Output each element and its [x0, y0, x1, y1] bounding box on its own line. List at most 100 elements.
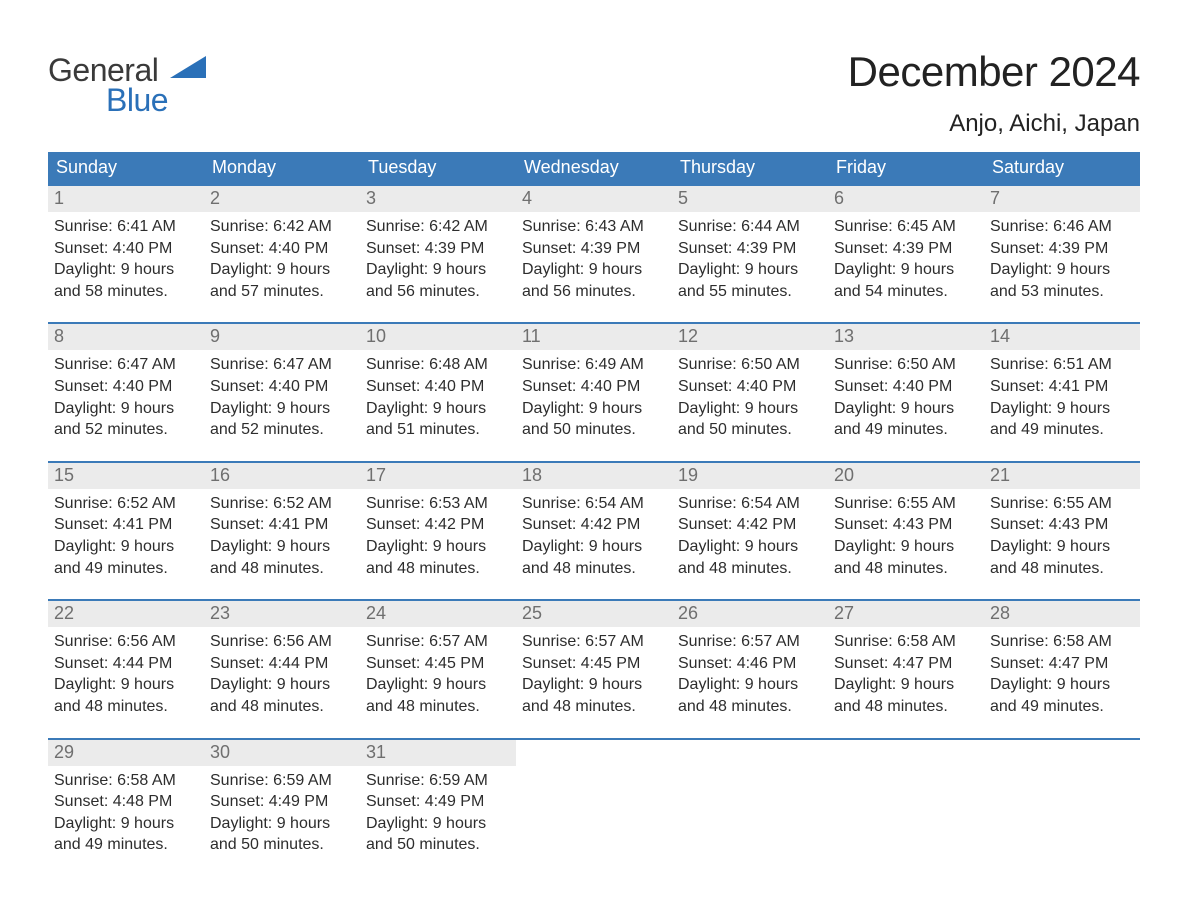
day-d2: and 50 minutes. — [366, 834, 510, 856]
day-sunset: Sunset: 4:44 PM — [54, 653, 198, 675]
day-sunset: Sunset: 4:44 PM — [210, 653, 354, 675]
calendar-day: 21Sunrise: 6:55 AMSunset: 4:43 PMDayligh… — [984, 463, 1140, 581]
day-d2: and 48 minutes. — [522, 558, 666, 580]
day-sunrise: Sunrise: 6:57 AM — [366, 631, 510, 653]
calendar-day — [516, 740, 672, 858]
day-sunrise: Sunrise: 6:42 AM — [366, 216, 510, 238]
day-d2: and 49 minutes. — [990, 419, 1134, 441]
day-d2: and 48 minutes. — [210, 696, 354, 718]
day-sunset: Sunset: 4:39 PM — [990, 238, 1134, 260]
day-sunrise: Sunrise: 6:57 AM — [522, 631, 666, 653]
day-number-row: 7 — [984, 186, 1140, 212]
day-d1: Daylight: 9 hours — [990, 674, 1134, 696]
day-sunset: Sunset: 4:39 PM — [834, 238, 978, 260]
day-d2: and 49 minutes. — [54, 558, 198, 580]
calendar-day: 12Sunrise: 6:50 AMSunset: 4:40 PMDayligh… — [672, 324, 828, 442]
day-number-row: 11 — [516, 324, 672, 350]
day-sunset: Sunset: 4:40 PM — [210, 376, 354, 398]
dow-wednesday: Wednesday — [516, 152, 672, 184]
day-d1: Daylight: 9 hours — [522, 674, 666, 696]
day-number-row: 18 — [516, 463, 672, 489]
calendar-day: 11Sunrise: 6:49 AMSunset: 4:40 PMDayligh… — [516, 324, 672, 442]
day-sunrise: Sunrise: 6:59 AM — [210, 770, 354, 792]
day-body: Sunrise: 6:41 AMSunset: 4:40 PMDaylight:… — [48, 212, 204, 304]
day-d2: and 49 minutes. — [54, 834, 198, 856]
day-body: Sunrise: 6:42 AMSunset: 4:40 PMDaylight:… — [204, 212, 360, 304]
day-d1: Daylight: 9 hours — [522, 259, 666, 281]
day-number: 25 — [522, 603, 542, 623]
calendar-day: 8Sunrise: 6:47 AMSunset: 4:40 PMDaylight… — [48, 324, 204, 442]
day-body: Sunrise: 6:45 AMSunset: 4:39 PMDaylight:… — [828, 212, 984, 304]
day-d2: and 48 minutes. — [990, 558, 1134, 580]
page-header: General Blue December 2024 Anjo, Aichi, … — [48, 48, 1140, 148]
day-d1: Daylight: 9 hours — [678, 259, 822, 281]
day-number: 5 — [678, 188, 688, 208]
day-body: Sunrise: 6:54 AMSunset: 4:42 PMDaylight:… — [672, 489, 828, 581]
day-sunset: Sunset: 4:40 PM — [834, 376, 978, 398]
day-number: 30 — [210, 742, 230, 762]
day-d1: Daylight: 9 hours — [834, 259, 978, 281]
day-number: 20 — [834, 465, 854, 485]
day-sunset: Sunset: 4:40 PM — [54, 238, 198, 260]
day-d1: Daylight: 9 hours — [678, 398, 822, 420]
dow-monday: Monday — [204, 152, 360, 184]
day-sunset: Sunset: 4:49 PM — [366, 791, 510, 813]
day-d1: Daylight: 9 hours — [366, 398, 510, 420]
day-d1: Daylight: 9 hours — [834, 536, 978, 558]
day-d1: Daylight: 9 hours — [366, 536, 510, 558]
day-sunrise: Sunrise: 6:51 AM — [990, 354, 1134, 376]
day-sunset: Sunset: 4:40 PM — [366, 376, 510, 398]
calendar-day: 19Sunrise: 6:54 AMSunset: 4:42 PMDayligh… — [672, 463, 828, 581]
day-number-row: 13 — [828, 324, 984, 350]
day-d1: Daylight: 9 hours — [678, 536, 822, 558]
day-d1: Daylight: 9 hours — [210, 813, 354, 835]
day-sunset: Sunset: 4:39 PM — [522, 238, 666, 260]
day-body: Sunrise: 6:57 AMSunset: 4:45 PMDaylight:… — [516, 627, 672, 719]
day-body: Sunrise: 6:57 AMSunset: 4:46 PMDaylight:… — [672, 627, 828, 719]
day-d2: and 55 minutes. — [678, 281, 822, 303]
day-number: 23 — [210, 603, 230, 623]
day-d2: and 48 minutes. — [366, 696, 510, 718]
day-sunrise: Sunrise: 6:52 AM — [210, 493, 354, 515]
dow-saturday: Saturday — [984, 152, 1140, 184]
day-d1: Daylight: 9 hours — [54, 674, 198, 696]
day-number-row: 29 — [48, 740, 204, 766]
calendar-week: 1Sunrise: 6:41 AMSunset: 4:40 PMDaylight… — [48, 184, 1140, 304]
location-label: Anjo, Aichi, Japan — [848, 110, 1140, 138]
calendar-day: 1 Sunrise: 6:41 AMSunset: 4:40 PMDaylight… — [48, 186, 204, 304]
calendar-day: 18Sunrise: 6:54 AMSunset: 4:42 PMDayligh… — [516, 463, 672, 581]
day-sunrise: Sunrise: 6:54 AM — [678, 493, 822, 515]
day-sunset: Sunset: 4:47 PM — [990, 653, 1134, 675]
day-number: 22 — [54, 603, 74, 623]
day-of-week-header: Sunday Monday Tuesday Wednesday Thursday… — [48, 152, 1140, 184]
day-number-row: 17 — [360, 463, 516, 489]
day-sunrise: Sunrise: 6:41 AM — [54, 216, 198, 238]
day-d1: Daylight: 9 hours — [522, 398, 666, 420]
day-sunrise: Sunrise: 6:49 AM — [522, 354, 666, 376]
day-number-row: 25 — [516, 601, 672, 627]
day-number-row: 4 — [516, 186, 672, 212]
day-sunrise: Sunrise: 6:53 AM — [366, 493, 510, 515]
day-sunset: Sunset: 4:39 PM — [678, 238, 822, 260]
day-d2: and 48 minutes. — [834, 558, 978, 580]
day-d1: Daylight: 9 hours — [54, 398, 198, 420]
day-number-row: 20 — [828, 463, 984, 489]
day-number-row: 3 — [360, 186, 516, 212]
day-d2: and 49 minutes. — [990, 696, 1134, 718]
day-sunset: Sunset: 4:43 PM — [834, 514, 978, 536]
calendar-week: 15Sunrise: 6:52 AMSunset: 4:41 PMDayligh… — [48, 461, 1140, 581]
day-d2: and 50 minutes. — [678, 419, 822, 441]
day-number-row: 14 — [984, 324, 1140, 350]
day-body: Sunrise: 6:56 AMSunset: 4:44 PMDaylight:… — [204, 627, 360, 719]
calendar-day: 29Sunrise: 6:58 AMSunset: 4:48 PMDayligh… — [48, 740, 204, 858]
day-body: Sunrise: 6:50 AMSunset: 4:40 PMDaylight:… — [828, 350, 984, 442]
calendar-day: 15Sunrise: 6:52 AMSunset: 4:41 PMDayligh… — [48, 463, 204, 581]
day-sunrise: Sunrise: 6:52 AM — [54, 493, 198, 515]
day-sunset: Sunset: 4:42 PM — [678, 514, 822, 536]
month-title: December 2024 — [848, 48, 1140, 96]
day-d1: Daylight: 9 hours — [990, 536, 1134, 558]
day-number-row: 1 — [48, 186, 204, 212]
day-sunset: Sunset: 4:41 PM — [54, 514, 198, 536]
day-number: 1 — [54, 188, 64, 208]
day-number-row: 16 — [204, 463, 360, 489]
